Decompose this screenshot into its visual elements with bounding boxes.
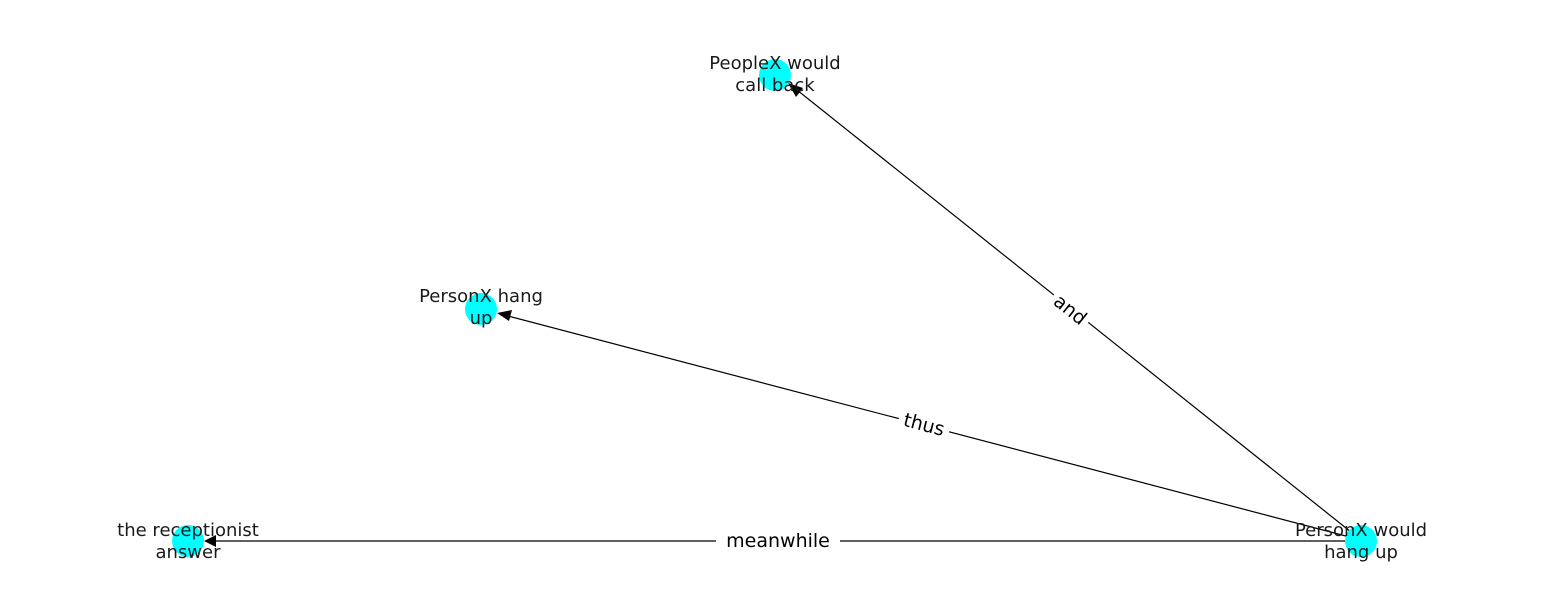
- edge-label-meanwhile-group: meanwhile: [716, 527, 840, 555]
- edge-label-meanwhile: meanwhile: [726, 530, 830, 552]
- edge-label-thus-group: thus: [895, 404, 953, 446]
- node-receptionist: the receptionist answer: [117, 520, 259, 563]
- node-label-line: PeopleX would: [709, 53, 840, 74]
- node-label-line: answer: [155, 542, 221, 563]
- node-person-would-hang-up: PersonX would hang up: [1295, 520, 1427, 563]
- node-label-line: up: [470, 308, 493, 329]
- node-label-line: PersonX would: [1295, 520, 1427, 541]
- node-label-line: PersonX hang: [419, 286, 543, 307]
- node-person-hang-up: PersonX hang up: [419, 286, 543, 329]
- node-label-line: call back: [735, 75, 815, 96]
- arrowhead-and: [788, 83, 803, 97]
- node-label-line: hang up: [1324, 542, 1398, 563]
- edge-label-thus: thus: [901, 409, 947, 441]
- node-people-call-back: PeopleX would call back: [709, 53, 840, 96]
- node-label-line: the receptionist: [117, 520, 259, 541]
- arrowhead-meanwhile: [204, 535, 216, 547]
- arrowhead-thus: [497, 310, 512, 321]
